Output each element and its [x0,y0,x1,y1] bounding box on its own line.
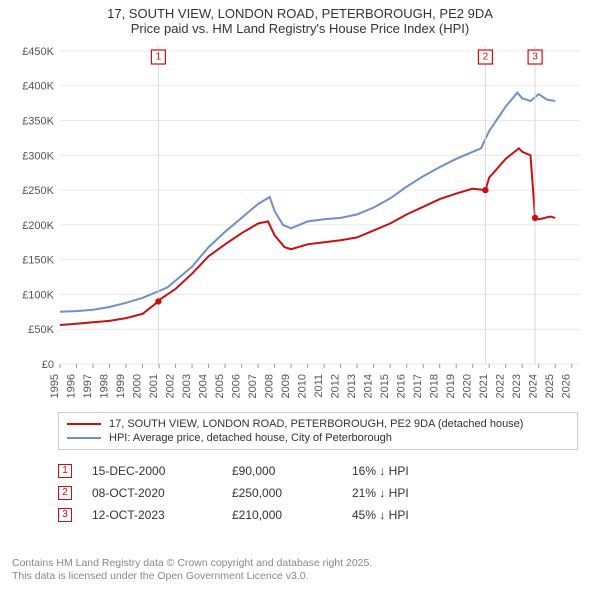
x-tick-label: 2019 [445,374,457,398]
legend-label: 17, SOUTH VIEW, LONDON ROAD, PETERBOROUG… [109,418,523,430]
x-tick-label: 2016 [396,374,408,398]
y-tick-label: £400K [22,81,54,93]
sale-dot [482,187,488,193]
x-tick-label: 2018 [429,374,441,398]
x-tick-label: 2001 [148,374,160,398]
y-tick-label: £50K [28,324,54,336]
sale-events: 1 15-DEC-2000 £90,000 16% ↓ HPI 2 08-OCT-2020… [58,460,578,526]
y-tick-label: £450K [22,46,54,58]
x-tick-label: 2025 [544,374,556,398]
title-line-2: Price paid vs. HM Land Registry's House … [10,21,590,36]
event-delta: 21% ↓ HPI [352,486,409,500]
x-tick-label: 2017 [412,374,424,398]
chart-svg: £0 £50K £100K £150K £200K £250K £300K £350K £400… [10,44,590,404]
event-row: 2 08-OCT-2020 £250,000 21% ↓ HPI [58,482,578,504]
y-tick-label: £250K [22,185,54,197]
x-tick-label: 2002 [165,374,177,398]
x-tick-label: 2024 [528,374,540,398]
x-tick-label: 2009 [280,374,292,398]
legend-row: 17, SOUTH VIEW, LONDON ROAD, PETERBOROUG… [67,417,569,431]
x-tick-label: 2010 [297,374,309,398]
event-delta: 16% ↓ HPI [352,464,409,478]
x-tick-label: 2022 [495,374,507,398]
footer-attribution: Contains HM Land Registry data © Crown c… [12,557,372,584]
sale-marker-number: 1 [156,52,162,63]
chart-title: 17, SOUTH VIEW, LONDON ROAD, PETERBOROUG… [0,0,600,38]
event-row: 3 12-OCT-2023 £210,000 45% ↓ HPI [58,504,578,526]
sale-marker-number: 2 [483,52,489,63]
legend: 17, SOUTH VIEW, LONDON ROAD, PETERBOROUG… [58,412,578,450]
x-tick-label: 1997 [82,374,94,398]
sale-dot [155,298,161,304]
series-price_paid [60,148,555,325]
legend-swatch [67,423,101,425]
x-tick-label: 2015 [379,374,391,398]
legend-swatch [67,437,101,439]
event-price: £250,000 [232,486,332,500]
x-tick-label: 2007 [247,374,259,398]
event-date: 08-OCT-2020 [92,486,212,500]
sale-marker-number: 3 [532,52,538,63]
event-date: 12-OCT-2023 [92,508,212,522]
x-tick-label: 1999 [115,374,127,398]
x-tick-label: 2006 [231,374,243,398]
x-tick-label: 2011 [313,374,325,398]
x-tick-label: 1998 [99,374,111,398]
chart: £0 £50K £100K £150K £200K £250K £300K £350K £400… [10,44,590,404]
x-tick-label: 2020 [462,374,474,398]
legend-label: HPI: Average price, detached house, City… [109,432,392,444]
event-delta: 45% ↓ HPI [352,508,409,522]
y-tick-label: £150K [22,255,54,267]
footer-line-2: This data is licensed under the Open Gov… [12,570,372,584]
event-price: £210,000 [232,508,332,522]
x-tick-label: 2014 [363,374,375,398]
event-row: 1 15-DEC-2000 £90,000 16% ↓ HPI [58,460,578,482]
y-tick-label: £0 [42,359,54,371]
y-tick-label: £200K [22,220,54,232]
x-tick-label: 2026 [561,374,573,398]
title-line-1: 17, SOUTH VIEW, LONDON ROAD, PETERBOROUG… [10,6,590,21]
y-tick-label: £300K [22,150,54,162]
event-number-box: 3 [58,508,72,522]
event-number-box: 2 [58,486,72,500]
series-hpi [60,93,555,312]
y-tick-label: £350K [22,116,54,128]
x-tick-label: 2012 [330,374,342,398]
x-tick-label: 2005 [214,374,226,398]
x-tick-label: 2008 [264,374,276,398]
x-tick-label: 1995 [49,374,61,398]
event-number-box: 1 [58,464,72,478]
event-date: 15-DEC-2000 [92,464,212,478]
y-tick-label: £100K [22,289,54,301]
footer-line-1: Contains HM Land Registry data © Crown c… [12,557,372,571]
x-tick-label: 2021 [478,374,490,398]
x-tick-label: 2023 [511,374,523,398]
x-tick-label: 2000 [132,374,144,398]
legend-row: HPI: Average price, detached house, City… [67,431,569,445]
x-tick-label: 2013 [346,374,358,398]
x-tick-label: 2003 [181,374,193,398]
event-price: £90,000 [232,464,332,478]
sale-dot [532,215,538,221]
x-tick-label: 2004 [198,374,210,398]
x-tick-label: 1996 [66,374,78,398]
